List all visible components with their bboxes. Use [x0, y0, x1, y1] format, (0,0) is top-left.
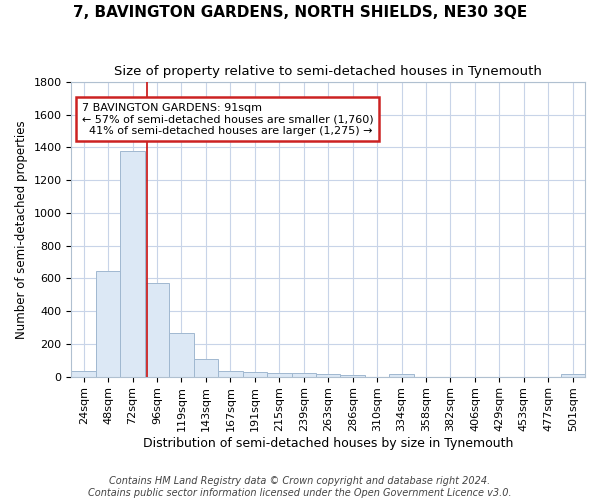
Bar [71, 371, 96, 376]
Title: Size of property relative to semi-detached houses in Tynemouth: Size of property relative to semi-detach… [114, 65, 542, 78]
Text: 7 BAVINGTON GARDENS: 91sqm
← 57% of semi-detached houses are smaller (1,760)
  4: 7 BAVINGTON GARDENS: 91sqm ← 57% of semi… [82, 102, 373, 136]
Bar [267, 372, 292, 376]
X-axis label: Distribution of semi-detached houses by size in Tynemouth: Distribution of semi-detached houses by … [143, 437, 514, 450]
Bar [218, 371, 242, 376]
Y-axis label: Number of semi-detached properties: Number of semi-detached properties [15, 120, 28, 338]
Bar [316, 374, 340, 376]
Bar [560, 374, 585, 376]
Text: 7, BAVINGTON GARDENS, NORTH SHIELDS, NE30 3QE: 7, BAVINGTON GARDENS, NORTH SHIELDS, NE3… [73, 5, 527, 20]
Bar [169, 333, 194, 376]
Bar [194, 360, 218, 376]
Bar [340, 374, 365, 376]
Text: Contains HM Land Registry data © Crown copyright and database right 2024.
Contai: Contains HM Land Registry data © Crown c… [88, 476, 512, 498]
Bar [145, 284, 169, 376]
Bar [242, 372, 267, 376]
Bar [389, 374, 414, 376]
Bar [121, 150, 145, 376]
Bar [292, 374, 316, 376]
Bar [96, 271, 121, 376]
